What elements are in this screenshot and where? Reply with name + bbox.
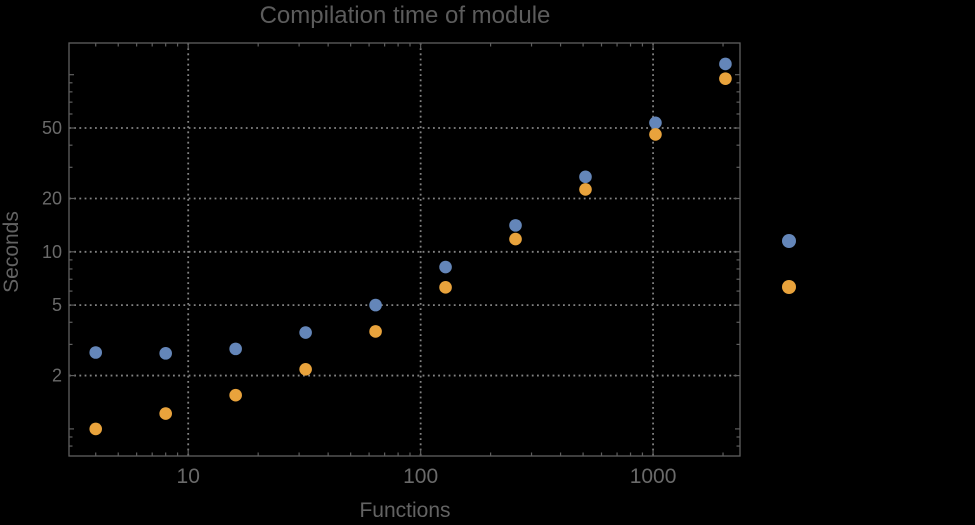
legend-marker-series-1-blue [782, 234, 796, 248]
y-tick-label: 5 [52, 295, 62, 315]
chart-title: Compilation time of module [260, 2, 551, 29]
x-tick-label: 10 [177, 465, 200, 488]
legend-marker-series-2-orange [782, 280, 796, 294]
data-point-series-2-orange [719, 72, 732, 85]
legend-markers [782, 234, 796, 294]
y-tick-label: 10 [42, 242, 62, 262]
frame-ticks [69, 43, 740, 456]
data-point-series-1-blue [509, 219, 522, 232]
data-point-series-1-blue [159, 347, 172, 360]
y-tick-label: 2 [52, 366, 62, 386]
x-axis-label: Functions [359, 499, 450, 522]
data-point-series-1-blue [229, 342, 242, 356]
data-point-series-2-orange [229, 388, 242, 402]
y-tick-label: 50 [42, 118, 62, 138]
data-point-series-2-orange [649, 128, 662, 141]
data-point-series-1-blue [719, 57, 732, 71]
data-point-series-2-orange [89, 422, 103, 436]
data-point-series-2-orange [159, 407, 172, 420]
data-point-series-2-orange [369, 325, 382, 338]
y-axis-label: Seconds [0, 211, 23, 293]
data-point-series-2-orange [579, 183, 592, 196]
data-point-series-1-blue [369, 298, 382, 312]
y-tick-label: 20 [42, 188, 62, 208]
plot-frame [68, 42, 741, 457]
x-tick-label: 100 [403, 465, 438, 488]
gridlines [69, 43, 740, 456]
data-point-series-1-blue [299, 326, 312, 339]
data-point-series-1-blue [89, 346, 103, 359]
data-point-series-1-blue [439, 260, 452, 274]
data-point-series-2-orange [439, 281, 452, 294]
series-points [89, 57, 732, 436]
y-tick-labels: 2 5 10 20 50 [42, 118, 62, 386]
x-tick-label: 1000 [630, 465, 677, 488]
data-point-series-2-orange [299, 363, 312, 376]
data-point-series-1-blue [579, 170, 592, 184]
data-point-series-1-blue [649, 116, 662, 130]
x-tick-labels: 10 100 1000 [177, 465, 677, 488]
data-point-series-2-orange [509, 232, 522, 246]
